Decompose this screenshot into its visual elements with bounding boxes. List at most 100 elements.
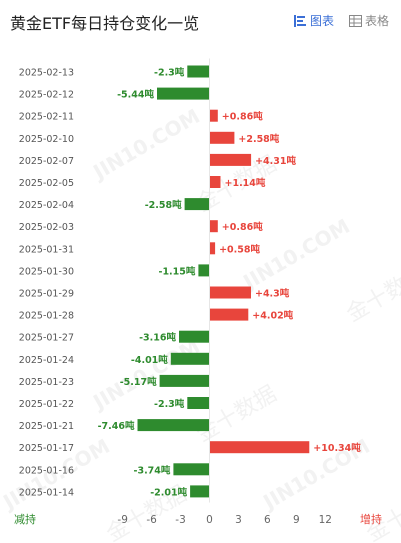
data-label: -3.74吨 bbox=[134, 464, 171, 476]
data-label: -3.16吨 bbox=[139, 332, 176, 344]
bar[interactable] bbox=[209, 220, 218, 233]
category-label: 2025-01-31 bbox=[19, 244, 74, 255]
data-label: +0.86吨 bbox=[222, 221, 263, 233]
bar-row[interactable]: 2025-02-12 -5.44吨 bbox=[19, 87, 210, 101]
data-label: -2.01吨 bbox=[150, 486, 187, 498]
category-label: 2025-01-17 bbox=[19, 443, 74, 454]
bar-chart: JIN10.COM金十数据JIN10.COM金十数据JIN10.COM金十数据J… bbox=[0, 58, 401, 543]
x-tick-label: 3 bbox=[235, 514, 242, 526]
page-title: 黄金ETF每日持仓变化一览 bbox=[10, 14, 200, 33]
category-label: 2025-02-12 bbox=[19, 90, 74, 101]
data-label: +10.34吨 bbox=[313, 442, 361, 454]
bar-row[interactable]: 2025-02-03 +0.86吨 bbox=[19, 220, 263, 233]
header: 黄金ETF每日持仓变化一览 图表 表格 bbox=[0, 0, 401, 40]
bar[interactable] bbox=[209, 308, 249, 321]
bar-row[interactable]: 2025-02-11 +0.86吨 bbox=[19, 109, 263, 123]
bar-row[interactable]: 2025-01-14 -2.01吨 bbox=[19, 485, 210, 498]
bar[interactable] bbox=[157, 87, 210, 100]
x-tick-label: 9 bbox=[293, 514, 300, 526]
category-label: 2025-01-16 bbox=[19, 465, 74, 476]
data-label: +0.58吨 bbox=[219, 243, 260, 255]
bar-row[interactable]: 2025-01-27 -3.16吨 bbox=[19, 330, 210, 344]
x-tick-label: -6 bbox=[146, 514, 157, 526]
data-label: +1.14吨 bbox=[225, 177, 266, 189]
bar[interactable] bbox=[209, 286, 251, 299]
category-label: 2025-01-30 bbox=[19, 266, 74, 277]
category-label: 2025-02-05 bbox=[19, 178, 74, 189]
category-label: 2025-02-04 bbox=[19, 200, 74, 211]
bar[interactable] bbox=[209, 109, 218, 122]
bar[interactable] bbox=[209, 153, 252, 166]
data-label: +4.31吨 bbox=[255, 155, 296, 167]
bar-row[interactable]: 2025-02-10 +2.58吨 bbox=[19, 131, 280, 145]
watermark-text: JIN10.COM bbox=[87, 104, 203, 185]
tab-table[interactable]: 表格 bbox=[349, 12, 389, 29]
category-label: 2025-02-10 bbox=[19, 134, 74, 145]
data-label: -4.01吨 bbox=[131, 354, 168, 366]
chart-footer: 减持 增持 bbox=[14, 512, 382, 526]
bar[interactable] bbox=[209, 131, 235, 144]
data-label: -2.58吨 bbox=[145, 199, 182, 211]
data-label: +2.58吨 bbox=[238, 133, 279, 145]
watermark-text: JIN10.COM bbox=[87, 334, 203, 415]
x-tick-label: 0 bbox=[206, 514, 213, 526]
bar-chart-icon bbox=[294, 14, 307, 27]
bar[interactable] bbox=[209, 176, 221, 188]
bar[interactable] bbox=[170, 352, 210, 365]
bar-row[interactable]: 2025-01-17 +10.34吨 bbox=[19, 441, 362, 454]
bar[interactable] bbox=[187, 397, 210, 409]
bar[interactable] bbox=[137, 419, 210, 432]
x-tick-label: -9 bbox=[117, 514, 127, 526]
bar[interactable] bbox=[159, 374, 210, 387]
bar[interactable] bbox=[184, 198, 210, 211]
data-label: -2.3吨 bbox=[154, 67, 185, 79]
category-label: 2025-02-03 bbox=[19, 222, 74, 233]
bar-row[interactable]: 2025-01-24 -4.01吨 bbox=[19, 352, 210, 366]
data-label: +4.02吨 bbox=[252, 310, 293, 322]
bar-row[interactable]: 2025-02-13 -2.3吨 bbox=[19, 65, 210, 79]
category-label: 2025-01-22 bbox=[19, 399, 74, 410]
bar-row[interactable]: 2025-01-29 +4.3吨 bbox=[19, 286, 290, 300]
category-label: 2025-02-07 bbox=[19, 156, 74, 167]
bar[interactable] bbox=[209, 242, 216, 255]
footer-right-label: 增持 bbox=[360, 512, 382, 526]
bar[interactable] bbox=[173, 463, 210, 476]
watermark-text: 金十数据 bbox=[342, 262, 401, 328]
data-label: -7.46吨 bbox=[98, 420, 135, 432]
watermark-text: 金十数据 bbox=[192, 382, 281, 448]
bar-row[interactable]: 2025-01-31 +0.58吨 bbox=[19, 242, 261, 255]
category-label: 2025-01-23 bbox=[19, 377, 74, 388]
bar-row[interactable]: 2025-01-21 -7.46吨 bbox=[19, 419, 210, 432]
bar[interactable] bbox=[179, 330, 210, 343]
data-label: -5.44吨 bbox=[117, 89, 154, 101]
bar-row[interactable]: 2025-01-16 -3.74吨 bbox=[19, 463, 210, 476]
tab-table-label: 表格 bbox=[365, 14, 390, 28]
bar-row[interactable]: 2025-01-30 -1.15吨 bbox=[19, 264, 210, 277]
data-label: +4.3吨 bbox=[255, 288, 290, 300]
bar-row[interactable]: 2025-02-07 +4.31吨 bbox=[19, 153, 297, 167]
bar-row[interactable]: 2025-01-23 -5.17吨 bbox=[19, 374, 210, 388]
bar[interactable] bbox=[198, 264, 210, 277]
x-tick-label: 6 bbox=[264, 514, 271, 526]
x-tick-label: -3 bbox=[175, 514, 185, 526]
bar-row[interactable]: 2025-02-05 +1.14吨 bbox=[19, 176, 266, 189]
data-label: -5.17吨 bbox=[120, 376, 157, 388]
bar[interactable] bbox=[190, 485, 210, 498]
bar-row[interactable]: 2025-01-28 +4.02吨 bbox=[19, 308, 294, 322]
category-label: 2025-01-28 bbox=[19, 311, 74, 322]
footer-left-label: 减持 bbox=[14, 512, 36, 526]
bar[interactable] bbox=[209, 441, 310, 454]
tab-chart-label: 图表 bbox=[310, 14, 335, 28]
category-label: 2025-02-13 bbox=[19, 68, 74, 79]
category-label: 2025-02-11 bbox=[19, 112, 74, 123]
bar[interactable] bbox=[187, 65, 210, 78]
data-label: -1.15吨 bbox=[159, 265, 196, 277]
data-label: -2.3吨 bbox=[154, 398, 185, 410]
bar-row[interactable]: 2025-02-04 -2.58吨 bbox=[19, 198, 210, 211]
category-label: 2025-01-21 bbox=[19, 421, 74, 432]
watermark-layer: JIN10.COM金十数据JIN10.COM金十数据JIN10.COM金十数据J… bbox=[0, 104, 401, 543]
bar-row[interactable]: 2025-01-22 -2.3吨 bbox=[19, 397, 210, 410]
category-label: 2025-01-14 bbox=[19, 487, 74, 498]
tab-chart[interactable]: 图表 bbox=[294, 12, 334, 29]
